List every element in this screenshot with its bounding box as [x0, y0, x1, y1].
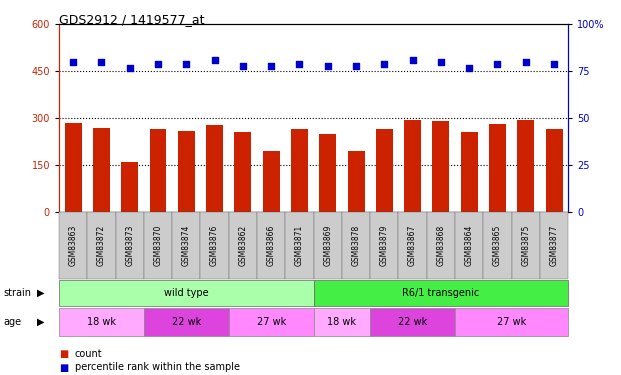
Text: GSM83872: GSM83872 — [97, 225, 106, 266]
Point — [181, 61, 191, 67]
Text: 22 wk: 22 wk — [171, 316, 201, 327]
Text: GSM83868: GSM83868 — [437, 225, 445, 266]
Bar — [404, 120, 421, 212]
Text: wild type: wild type — [164, 288, 209, 298]
Text: GSM83864: GSM83864 — [465, 225, 474, 266]
Text: ■: ■ — [59, 363, 68, 372]
Text: GSM83867: GSM83867 — [408, 225, 417, 266]
Bar — [546, 129, 563, 212]
Bar — [319, 134, 336, 212]
Bar — [432, 121, 450, 212]
Text: strain: strain — [3, 288, 31, 298]
Point — [351, 63, 361, 69]
Bar — [291, 129, 308, 212]
Text: 18 wk: 18 wk — [327, 316, 356, 327]
Point — [323, 63, 333, 69]
Text: GSM83870: GSM83870 — [153, 225, 163, 266]
Text: GSM83874: GSM83874 — [182, 225, 191, 266]
Bar — [234, 132, 252, 212]
Bar — [206, 125, 223, 212]
Bar — [65, 123, 81, 212]
Bar — [150, 129, 166, 212]
Text: GSM83871: GSM83871 — [295, 225, 304, 266]
Point — [549, 61, 559, 67]
Text: 27 wk: 27 wk — [256, 316, 286, 327]
Text: R6/1 transgenic: R6/1 transgenic — [402, 288, 479, 298]
Bar — [489, 124, 506, 212]
Text: ■: ■ — [59, 350, 68, 359]
Text: GSM83878: GSM83878 — [351, 225, 361, 266]
Text: GSM83866: GSM83866 — [266, 225, 276, 266]
Text: age: age — [3, 316, 21, 327]
Point — [521, 59, 531, 65]
Bar — [178, 130, 195, 212]
Point — [465, 64, 474, 70]
Bar — [263, 151, 279, 212]
Text: GSM83875: GSM83875 — [521, 225, 530, 266]
Text: ▶: ▶ — [37, 316, 45, 327]
Point — [210, 57, 220, 63]
Text: GSM83869: GSM83869 — [324, 225, 332, 266]
Text: GSM83877: GSM83877 — [550, 225, 558, 266]
Bar — [121, 162, 138, 212]
Text: GSM83876: GSM83876 — [210, 225, 219, 266]
Text: percentile rank within the sample: percentile rank within the sample — [75, 363, 240, 372]
Text: GSM83865: GSM83865 — [493, 225, 502, 266]
Text: count: count — [75, 350, 102, 359]
Point — [153, 61, 163, 67]
Text: GDS2912 / 1419577_at: GDS2912 / 1419577_at — [59, 13, 204, 26]
Bar — [517, 120, 534, 212]
Point — [266, 63, 276, 69]
Text: GSM83862: GSM83862 — [238, 225, 247, 266]
Text: GSM83863: GSM83863 — [69, 225, 78, 266]
Point — [294, 61, 304, 67]
Point — [96, 59, 106, 65]
Point — [492, 61, 502, 67]
Text: GSM83879: GSM83879 — [380, 225, 389, 266]
Text: 22 wk: 22 wk — [398, 316, 427, 327]
Bar — [461, 132, 478, 212]
Point — [436, 59, 446, 65]
Bar — [348, 151, 365, 212]
Point — [238, 63, 248, 69]
Bar — [376, 129, 393, 212]
Point — [125, 64, 135, 70]
Text: GSM83873: GSM83873 — [125, 225, 134, 266]
Text: ▶: ▶ — [37, 288, 45, 298]
Bar — [93, 128, 110, 212]
Point — [379, 61, 389, 67]
Point — [407, 57, 417, 63]
Text: 27 wk: 27 wk — [497, 316, 526, 327]
Point — [68, 59, 78, 65]
Text: 18 wk: 18 wk — [87, 316, 116, 327]
